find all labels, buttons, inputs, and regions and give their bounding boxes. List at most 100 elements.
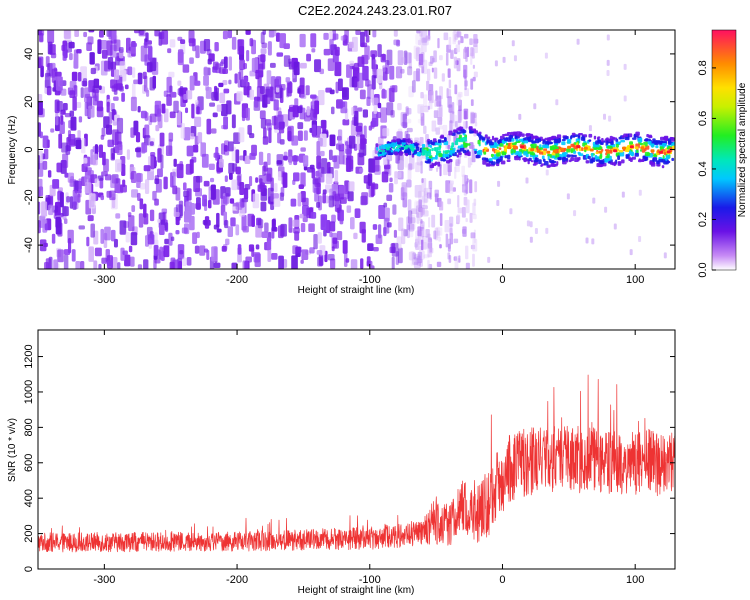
noise-cell — [423, 187, 429, 195]
noise-cell — [300, 259, 304, 264]
signal-cell — [544, 141, 550, 146]
noise-cell — [153, 258, 157, 269]
noise-cell — [98, 85, 102, 90]
noise-cell — [212, 61, 219, 70]
noise-cell — [298, 184, 305, 189]
signal-cell — [550, 155, 556, 159]
noise-cell — [266, 70, 272, 85]
signal-cell — [518, 148, 523, 153]
signal-cell — [528, 157, 532, 162]
noise-cell — [321, 158, 328, 174]
noise-cell — [100, 40, 108, 50]
sparse-cell — [447, 238, 451, 249]
signal-cell — [433, 147, 437, 152]
noise-cell — [67, 229, 74, 244]
noise-cell — [182, 257, 187, 266]
signal-cell — [666, 160, 671, 164]
noise-cell — [62, 153, 69, 168]
noise-cell — [257, 219, 264, 229]
noise-cell — [372, 224, 378, 230]
noise-cell — [339, 210, 344, 225]
signal-cell — [636, 149, 639, 154]
noise-cell — [345, 141, 349, 146]
noise-cell — [237, 39, 243, 52]
noise-cell — [364, 30, 368, 37]
noise-cell — [109, 190, 116, 201]
sparse-cell — [456, 31, 462, 38]
signal-cell — [574, 157, 579, 163]
noise-cell — [206, 118, 212, 135]
noise-cell — [233, 132, 241, 145]
noise-cell — [113, 39, 121, 52]
signal-cell — [456, 131, 461, 135]
signal-cell — [597, 146, 603, 150]
noise-cell — [243, 187, 249, 200]
noise-cell — [90, 67, 96, 75]
spectrogram-x-tick-label: 100 — [626, 274, 644, 286]
faint-cell — [545, 169, 549, 176]
sparse-cell — [420, 92, 424, 99]
noise-cell — [133, 120, 139, 136]
noise-cell — [277, 132, 282, 144]
noise-cell — [195, 99, 199, 105]
signal-cell — [578, 133, 583, 136]
noise-cell — [329, 231, 333, 238]
noise-cell — [305, 85, 310, 96]
signal-cell — [499, 156, 503, 161]
noise-cell — [131, 205, 136, 213]
signal-cell — [609, 146, 613, 149]
noise-cell — [215, 87, 219, 102]
signal-cell — [440, 157, 444, 162]
noise-cell — [130, 96, 137, 112]
signal-cell — [395, 148, 401, 152]
noise-cell — [52, 179, 60, 189]
noise-cell — [228, 172, 233, 180]
noise-cell — [423, 125, 427, 135]
signal-cell — [458, 152, 462, 155]
noise-cell — [318, 172, 323, 178]
noise-cell — [48, 204, 54, 216]
sparse-cell — [465, 262, 470, 269]
noise-cell — [110, 175, 117, 188]
sparse-cell — [461, 184, 467, 193]
signal-cell — [437, 139, 442, 142]
noise-cell — [393, 39, 400, 46]
noise-cell — [395, 66, 403, 79]
signal-cell — [563, 136, 568, 140]
noise-cell — [227, 30, 233, 39]
signal-cell — [500, 160, 506, 165]
sparse-cell — [465, 217, 468, 223]
noise-cell — [406, 224, 410, 239]
noise-cell — [235, 224, 240, 236]
signal-cell — [570, 143, 575, 148]
sparse-cell — [458, 109, 463, 121]
noise-cell — [75, 260, 81, 269]
noise-cell — [273, 198, 281, 207]
sparse-cell — [470, 99, 474, 107]
noise-cell — [110, 229, 116, 242]
noise-cell — [38, 57, 42, 68]
signal-cell — [445, 160, 450, 164]
sparse-cell — [467, 157, 471, 168]
snr-y-axis-label: SNR (10 * v/v) — [7, 418, 18, 482]
sparse-cell — [437, 107, 443, 122]
signal-cell — [642, 155, 646, 160]
noise-cell — [357, 56, 365, 67]
noise-cell — [329, 221, 336, 232]
signal-cell — [444, 150, 449, 153]
sparse-cell — [457, 207, 463, 214]
noise-cell — [158, 224, 165, 235]
sparse-cell — [429, 55, 434, 64]
faint-cell — [555, 99, 559, 106]
noise-cell — [398, 217, 404, 232]
noise-cell — [332, 33, 339, 40]
signal-cell — [514, 152, 519, 155]
sparse-cell — [472, 253, 475, 267]
sparse-cell — [421, 64, 425, 74]
signal-cell — [639, 149, 643, 152]
noise-cell — [413, 45, 420, 59]
noise-cell — [303, 130, 308, 141]
noise-cell — [167, 48, 172, 54]
noise-cell — [178, 260, 182, 269]
